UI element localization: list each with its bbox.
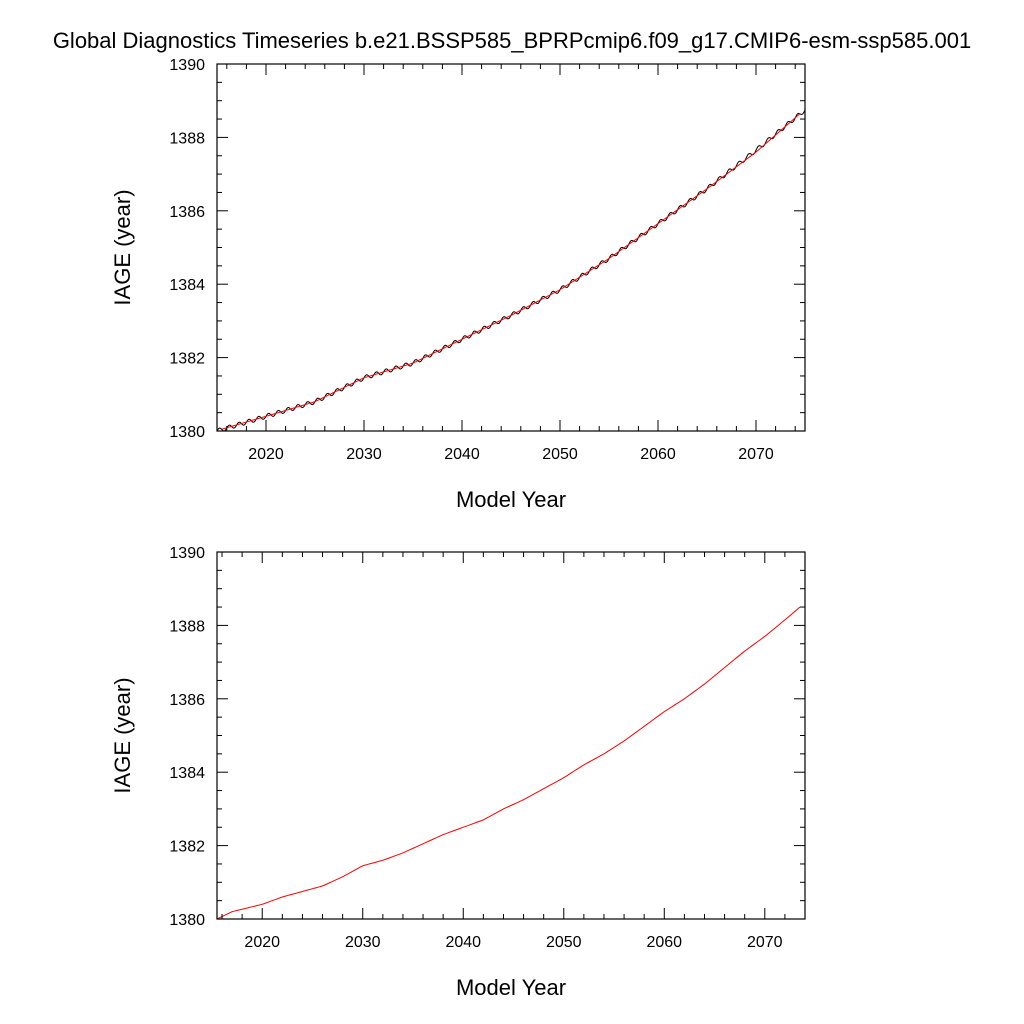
x-tick-label: 2050	[542, 446, 578, 463]
y-tick-label: 1380	[169, 424, 205, 441]
top-panel: 2020 2030 2040 2050 2060 2070 1380 1382 1384 1386…	[110, 57, 806, 512]
x-tick-label: 2050	[546, 934, 582, 951]
x-tick-label: 2030	[345, 934, 381, 951]
bottom-panel: 2020 2030 2040 2050 2060 2070 1380 1382 1384 1386…	[110, 545, 806, 1000]
y-tick-label: 1382	[169, 839, 205, 856]
y-tick-label: 1386	[169, 692, 205, 709]
x-axis-label: Model Year	[456, 975, 566, 1000]
x-tick-label: 2060	[640, 446, 676, 463]
plot-frame	[216, 63, 806, 432]
x-tick-label: 2070	[747, 934, 783, 951]
y-tick-label: 1390	[169, 545, 205, 562]
series-line-annual	[216, 606, 801, 920]
plot-frame	[216, 551, 806, 920]
y-tick-label: 1384	[169, 277, 205, 294]
y-axis-label: IAGE (year)	[110, 189, 135, 305]
series-line-annual	[221, 113, 801, 430]
figure-title: Global Diagnostics Timeseries b.e21.BSSP…	[53, 28, 971, 53]
y-tick-label: 1382	[169, 351, 205, 368]
x-tick-label: 2020	[244, 934, 280, 951]
x-tick-label: 2060	[646, 934, 682, 951]
y-tick-label: 1390	[169, 57, 205, 74]
y-tick-label: 1386	[169, 204, 205, 221]
series-line-monthly	[216, 109, 806, 432]
y-tick-label: 1388	[169, 130, 205, 147]
x-tick-label: 2020	[248, 446, 284, 463]
y-tick-label: 1388	[169, 618, 205, 635]
x-tick-label: 2030	[346, 446, 382, 463]
y-tick-label: 1384	[169, 765, 205, 782]
x-tick-label: 2040	[444, 446, 480, 463]
x-axis-label: Model Year	[456, 487, 566, 512]
x-tick-label: 2070	[738, 446, 774, 463]
y-tick-label: 1380	[169, 912, 205, 929]
y-axis-label: IAGE (year)	[110, 677, 135, 793]
x-tick-label: 2040	[445, 934, 481, 951]
